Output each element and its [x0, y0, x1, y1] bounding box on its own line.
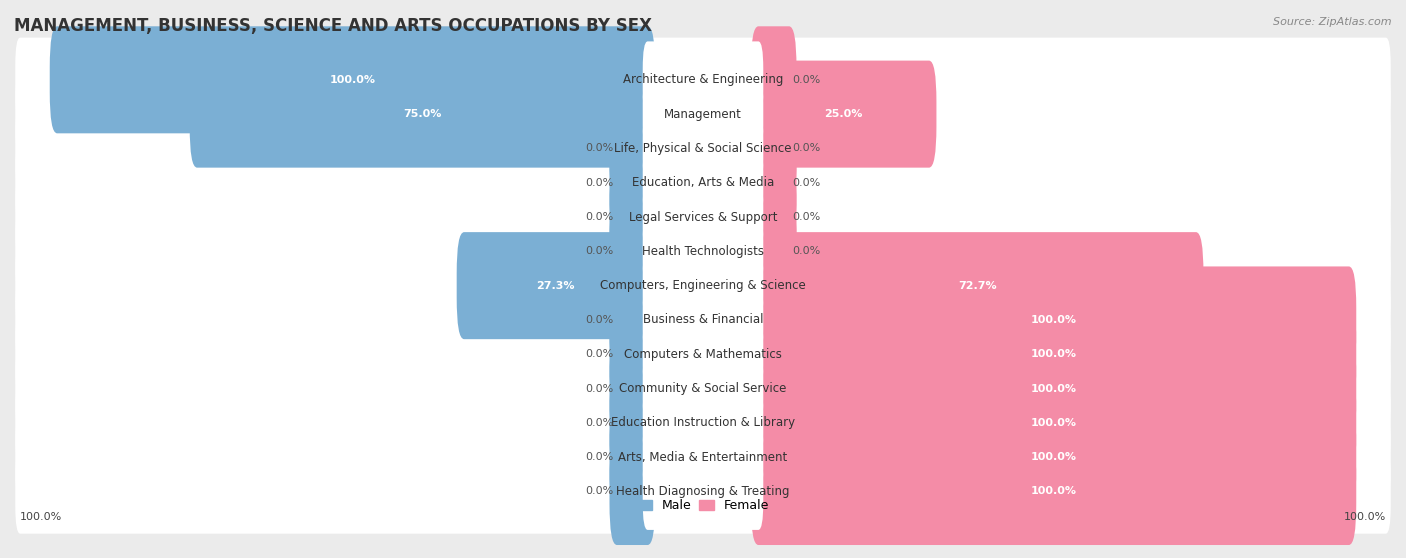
Text: 100.0%: 100.0% [1031, 315, 1077, 325]
Text: 0.0%: 0.0% [585, 143, 614, 153]
FancyBboxPatch shape [610, 198, 655, 305]
FancyBboxPatch shape [610, 266, 655, 373]
FancyBboxPatch shape [751, 232, 1204, 339]
Text: Health Technologists: Health Technologists [643, 245, 763, 258]
FancyBboxPatch shape [15, 449, 1391, 533]
Text: Source: ZipAtlas.com: Source: ZipAtlas.com [1274, 17, 1392, 27]
Text: 0.0%: 0.0% [792, 178, 821, 187]
FancyBboxPatch shape [751, 438, 1357, 545]
FancyBboxPatch shape [643, 145, 763, 221]
FancyBboxPatch shape [610, 403, 655, 511]
Text: 72.7%: 72.7% [957, 281, 997, 291]
FancyBboxPatch shape [610, 335, 655, 442]
FancyBboxPatch shape [610, 95, 655, 202]
FancyBboxPatch shape [610, 301, 655, 408]
Text: Computers, Engineering & Science: Computers, Engineering & Science [600, 279, 806, 292]
FancyBboxPatch shape [610, 163, 655, 271]
Text: 100.0%: 100.0% [1031, 418, 1077, 428]
FancyBboxPatch shape [751, 403, 1357, 511]
FancyBboxPatch shape [751, 95, 796, 202]
Text: 0.0%: 0.0% [585, 383, 614, 393]
FancyBboxPatch shape [751, 129, 796, 236]
FancyBboxPatch shape [643, 453, 763, 530]
Text: 100.0%: 100.0% [1031, 487, 1077, 497]
Text: 100.0%: 100.0% [329, 75, 375, 85]
Text: 100.0%: 100.0% [1344, 512, 1386, 522]
FancyBboxPatch shape [643, 384, 763, 461]
Text: 0.0%: 0.0% [585, 212, 614, 222]
Text: 0.0%: 0.0% [792, 143, 821, 153]
FancyBboxPatch shape [15, 72, 1391, 156]
FancyBboxPatch shape [751, 61, 936, 167]
Text: Architecture & Engineering: Architecture & Engineering [623, 73, 783, 86]
Text: 0.0%: 0.0% [792, 212, 821, 222]
FancyBboxPatch shape [15, 347, 1391, 431]
FancyBboxPatch shape [15, 312, 1391, 397]
Text: Arts, Media & Entertainment: Arts, Media & Entertainment [619, 451, 787, 464]
FancyBboxPatch shape [643, 247, 763, 324]
Text: Management: Management [664, 108, 742, 121]
FancyBboxPatch shape [15, 209, 1391, 294]
FancyBboxPatch shape [15, 106, 1391, 191]
Text: Community & Social Service: Community & Social Service [619, 382, 787, 395]
FancyBboxPatch shape [15, 278, 1391, 362]
FancyBboxPatch shape [643, 418, 763, 496]
FancyBboxPatch shape [643, 282, 763, 358]
Text: Life, Physical & Social Science: Life, Physical & Social Science [614, 142, 792, 155]
FancyBboxPatch shape [751, 335, 1357, 442]
Text: 0.0%: 0.0% [792, 75, 821, 85]
FancyBboxPatch shape [610, 369, 655, 477]
Text: 0.0%: 0.0% [585, 246, 614, 256]
FancyBboxPatch shape [15, 381, 1391, 465]
Text: Education Instruction & Library: Education Instruction & Library [612, 416, 794, 430]
FancyBboxPatch shape [15, 243, 1391, 328]
Text: 100.0%: 100.0% [1031, 349, 1077, 359]
Text: 100.0%: 100.0% [20, 512, 62, 522]
FancyBboxPatch shape [751, 301, 1357, 408]
Text: 0.0%: 0.0% [585, 418, 614, 428]
Text: 0.0%: 0.0% [585, 315, 614, 325]
Text: 100.0%: 100.0% [1031, 383, 1077, 393]
Text: 25.0%: 25.0% [824, 109, 863, 119]
Text: Education, Arts & Media: Education, Arts & Media [631, 176, 775, 189]
Text: 0.0%: 0.0% [585, 178, 614, 187]
FancyBboxPatch shape [751, 369, 1357, 477]
FancyBboxPatch shape [643, 350, 763, 427]
FancyBboxPatch shape [643, 213, 763, 290]
Text: Computers & Mathematics: Computers & Mathematics [624, 348, 782, 361]
Text: 100.0%: 100.0% [1031, 452, 1077, 462]
FancyBboxPatch shape [610, 438, 655, 545]
FancyBboxPatch shape [15, 37, 1391, 122]
FancyBboxPatch shape [610, 129, 655, 236]
FancyBboxPatch shape [643, 110, 763, 187]
Text: MANAGEMENT, BUSINESS, SCIENCE AND ARTS OCCUPATIONS BY SEX: MANAGEMENT, BUSINESS, SCIENCE AND ARTS O… [14, 17, 652, 35]
FancyBboxPatch shape [49, 26, 655, 133]
FancyBboxPatch shape [643, 41, 763, 118]
FancyBboxPatch shape [751, 163, 796, 271]
Text: Business & Financial: Business & Financial [643, 314, 763, 326]
Text: 0.0%: 0.0% [585, 487, 614, 497]
Text: 0.0%: 0.0% [585, 349, 614, 359]
FancyBboxPatch shape [15, 175, 1391, 259]
FancyBboxPatch shape [15, 141, 1391, 225]
FancyBboxPatch shape [15, 415, 1391, 499]
FancyBboxPatch shape [751, 266, 1357, 373]
FancyBboxPatch shape [643, 179, 763, 256]
Text: 0.0%: 0.0% [585, 452, 614, 462]
Text: 27.3%: 27.3% [537, 281, 575, 291]
Text: 0.0%: 0.0% [792, 246, 821, 256]
Legend: Male, Female: Male, Female [631, 494, 775, 517]
FancyBboxPatch shape [643, 316, 763, 393]
Text: Legal Services & Support: Legal Services & Support [628, 210, 778, 224]
FancyBboxPatch shape [751, 198, 796, 305]
Text: 75.0%: 75.0% [404, 109, 441, 119]
Text: Health Diagnosing & Treating: Health Diagnosing & Treating [616, 485, 790, 498]
FancyBboxPatch shape [751, 26, 796, 133]
FancyBboxPatch shape [643, 76, 763, 152]
FancyBboxPatch shape [457, 232, 655, 339]
FancyBboxPatch shape [190, 61, 655, 167]
